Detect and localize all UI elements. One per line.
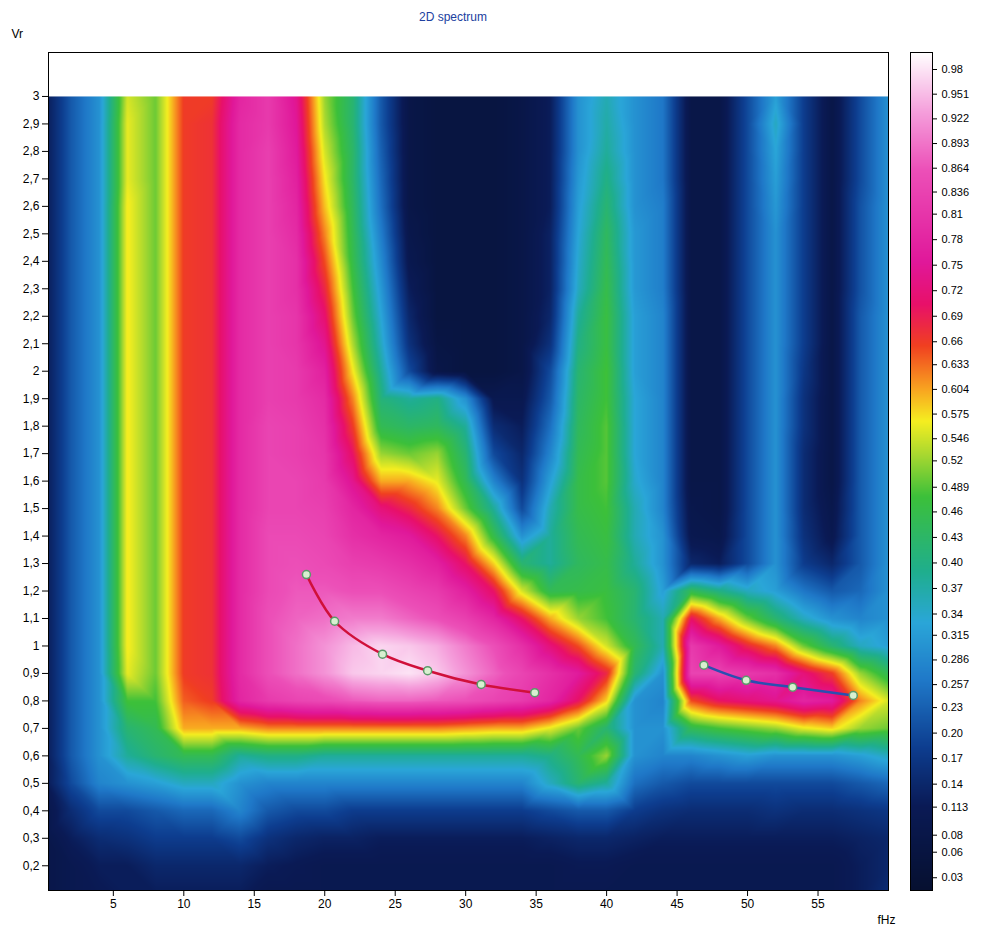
svg-text:0.98: 0.98 — [942, 63, 963, 75]
svg-text:0.893: 0.893 — [942, 137, 970, 149]
svg-text:0.604: 0.604 — [942, 383, 970, 395]
svg-text:0.23: 0.23 — [942, 701, 963, 713]
svg-text:0.34: 0.34 — [942, 608, 963, 620]
svg-text:0.52: 0.52 — [942, 454, 963, 466]
svg-text:1,4: 1,4 — [23, 529, 40, 543]
svg-text:2,3: 2,3 — [23, 282, 40, 296]
svg-text:40: 40 — [600, 897, 614, 911]
svg-text:0.72: 0.72 — [942, 284, 963, 296]
svg-text:1: 1 — [33, 639, 40, 653]
svg-text:1,5: 1,5 — [23, 501, 40, 515]
svg-text:3: 3 — [33, 89, 40, 103]
svg-text:2,7: 2,7 — [23, 172, 40, 186]
svg-text:0.864: 0.864 — [942, 162, 970, 174]
svg-text:20: 20 — [318, 897, 332, 911]
svg-text:35: 35 — [529, 897, 543, 911]
svg-text:0.257: 0.257 — [942, 678, 970, 690]
svg-text:0.03: 0.03 — [942, 871, 963, 883]
svg-text:2,4: 2,4 — [23, 254, 40, 268]
svg-text:1,2: 1,2 — [23, 584, 40, 598]
svg-text:0.922: 0.922 — [942, 112, 970, 124]
svg-text:55: 55 — [811, 897, 825, 911]
svg-text:50: 50 — [741, 897, 755, 911]
svg-text:0,3: 0,3 — [23, 831, 40, 845]
svg-text:25: 25 — [389, 897, 403, 911]
svg-text:10: 10 — [177, 897, 191, 911]
svg-text:0,9: 0,9 — [23, 666, 40, 680]
svg-text:1,6: 1,6 — [23, 474, 40, 488]
svg-text:0,6: 0,6 — [23, 749, 40, 763]
svg-text:5: 5 — [110, 897, 117, 911]
svg-text:1,7: 1,7 — [23, 446, 40, 460]
svg-text:0,4: 0,4 — [23, 804, 40, 818]
svg-text:2,8: 2,8 — [23, 144, 40, 158]
svg-text:30: 30 — [459, 897, 473, 911]
svg-text:0.78: 0.78 — [942, 233, 963, 245]
svg-text:0.575: 0.575 — [942, 408, 970, 420]
svg-text:2,6: 2,6 — [23, 199, 40, 213]
svg-text:2,5: 2,5 — [23, 227, 40, 241]
svg-text:0.17: 0.17 — [942, 752, 963, 764]
svg-text:2,9: 2,9 — [23, 117, 40, 131]
svg-text:0.546: 0.546 — [942, 432, 970, 444]
svg-text:2: 2 — [33, 364, 40, 378]
svg-text:15: 15 — [248, 897, 262, 911]
svg-text:0.20: 0.20 — [942, 727, 963, 739]
svg-text:0.81: 0.81 — [942, 208, 963, 220]
svg-text:0.69: 0.69 — [942, 310, 963, 322]
svg-text:0.14: 0.14 — [942, 778, 963, 790]
svg-text:0.315: 0.315 — [942, 629, 970, 641]
svg-text:0.286: 0.286 — [942, 653, 970, 665]
svg-text:2,2: 2,2 — [23, 309, 40, 323]
svg-text:45: 45 — [670, 897, 684, 911]
svg-text:0.489: 0.489 — [942, 481, 970, 493]
svg-text:0.46: 0.46 — [942, 505, 963, 517]
svg-text:0.113: 0.113 — [942, 801, 969, 813]
svg-text:0.08: 0.08 — [942, 829, 963, 841]
svg-text:1,1: 1,1 — [23, 611, 40, 625]
svg-text:0.951: 0.951 — [942, 88, 970, 100]
svg-text:0,5: 0,5 — [23, 776, 40, 790]
svg-text:2,1: 2,1 — [23, 337, 40, 351]
svg-text:0,7: 0,7 — [23, 721, 40, 735]
svg-text:0.43: 0.43 — [942, 531, 963, 543]
svg-text:1,9: 1,9 — [23, 392, 40, 406]
svg-text:0.75: 0.75 — [942, 259, 963, 271]
svg-text:0.633: 0.633 — [942, 358, 970, 370]
svg-text:0,8: 0,8 — [23, 694, 40, 708]
svg-text:Vr: Vr — [12, 27, 24, 41]
svg-text:0.836: 0.836 — [942, 186, 970, 198]
svg-text:0.06: 0.06 — [942, 846, 963, 858]
svg-text:0.37: 0.37 — [942, 582, 963, 594]
svg-text:0.66: 0.66 — [942, 335, 963, 347]
svg-text:1,8: 1,8 — [23, 419, 40, 433]
svg-text:fHz: fHz — [878, 913, 896, 927]
svg-text:0.40: 0.40 — [942, 556, 963, 568]
svg-text:0,2: 0,2 — [23, 859, 40, 873]
html-text:2D spectrum: 2D spectrum — [419, 10, 487, 24]
svg-text:1,3: 1,3 — [23, 556, 40, 570]
